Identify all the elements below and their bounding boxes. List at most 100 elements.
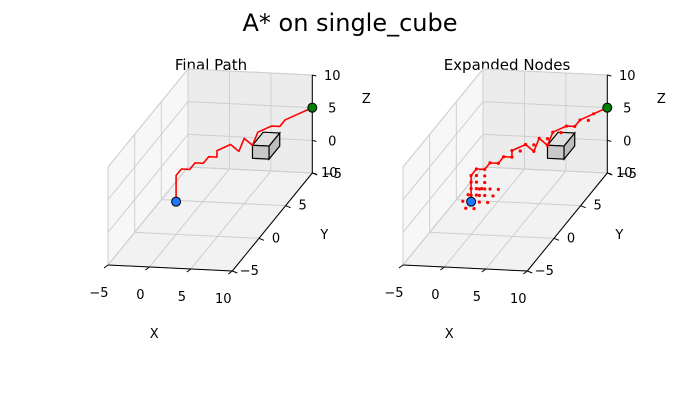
x-tick-label: 5 (178, 290, 186, 305)
expanded-node (491, 194, 495, 198)
y-tick (232, 270, 238, 274)
y-tick (258, 237, 265, 241)
grid-line (482, 68, 608, 76)
z-tick-label: 5 (623, 102, 631, 117)
z-tick-label: 5 (328, 102, 336, 117)
y-axis-label: Y (319, 228, 328, 243)
y-tick-label: −5 (535, 264, 554, 279)
expanded-node (518, 149, 522, 153)
z-axis-label: Z (657, 92, 666, 107)
y-axis-line (231, 172, 313, 272)
expanded-node (486, 200, 490, 205)
x-axis-line (107, 264, 233, 272)
expanded-node (477, 200, 481, 204)
grid-line (190, 170, 272, 270)
y-tick (580, 205, 586, 209)
x-tick (398, 264, 404, 269)
z-tick (312, 139, 317, 142)
expanded-node (474, 193, 479, 197)
y-axis-label: Y (614, 228, 623, 243)
x-tick (481, 268, 487, 273)
z-tick-label: 10 (619, 69, 636, 84)
expanded-node (461, 199, 465, 203)
grid-line (149, 168, 230, 268)
expanded-node (545, 137, 550, 141)
expanded-node (472, 207, 476, 211)
y-axis-line (526, 172, 608, 272)
y-tick-label: 0 (567, 231, 575, 246)
figure-title: A* on single_cube (242, 9, 457, 37)
grid-line (429, 231, 554, 239)
x-tick-label: −5 (89, 286, 108, 301)
back-pane (187, 68, 313, 174)
grid-line (402, 134, 484, 233)
x-axis-line (402, 264, 528, 272)
z-tick (607, 74, 612, 77)
grid-line (444, 168, 525, 268)
expanded-node (488, 187, 492, 191)
expanded-node (496, 187, 500, 191)
expanded-node (477, 187, 481, 191)
path-line (175, 106, 313, 202)
grid-line (107, 134, 189, 233)
grid-line (482, 166, 608, 174)
x-tick (440, 266, 445, 271)
grid-line (402, 68, 484, 168)
obstacle-cube-face (546, 144, 565, 160)
x-tick (522, 270, 528, 275)
grid-line (482, 101, 608, 109)
y-tick-label: 10 (616, 166, 633, 181)
y-tick-label: 5 (593, 199, 601, 214)
grid-line (485, 170, 567, 270)
x-tick (228, 270, 233, 275)
y-tick-label: 0 (272, 231, 280, 246)
grid-line (187, 133, 313, 141)
start-marker (466, 196, 477, 207)
y-tick-label: 5 (298, 199, 306, 214)
y-tick (527, 270, 533, 274)
z-tick-label: −5 (618, 167, 637, 182)
x-axis-label: X (445, 327, 454, 342)
path-line (470, 106, 608, 202)
z-tick (312, 74, 317, 77)
x-tick-label: 0 (431, 288, 439, 303)
expanded-node (466, 193, 470, 197)
subplot-title: Expanded Nodes (444, 56, 571, 74)
expanded-node (483, 180, 487, 185)
z-axis-label: Z (362, 92, 371, 107)
x-tick (145, 266, 150, 271)
grid-line (107, 166, 189, 266)
x-tick-label: −5 (384, 286, 403, 301)
y-tick-label: 10 (321, 166, 338, 181)
expanded-node (483, 193, 487, 198)
grid-line (107, 101, 189, 200)
z-tick-label: −5 (323, 167, 342, 182)
z-tick (607, 139, 612, 142)
expanded-node (477, 193, 481, 198)
x-tick-label: 0 (136, 288, 144, 303)
obstacle-cube-face (268, 131, 281, 161)
grid-line (187, 101, 313, 109)
y-tick (312, 172, 318, 176)
x-axis-label: X (150, 327, 159, 342)
x-tick-label: 10 (510, 292, 527, 307)
grid-line (456, 199, 581, 207)
obstacle-cube-face (563, 131, 576, 161)
grid-line (134, 231, 259, 239)
x-tick-label: 5 (473, 290, 481, 305)
goal-marker (307, 102, 318, 113)
y-tick (607, 172, 613, 176)
expanded-node (483, 187, 487, 191)
obstacle-cube-face (251, 144, 270, 160)
x-tick (186, 268, 192, 273)
start-marker (171, 196, 182, 207)
x-tick (103, 264, 109, 269)
subplot-expanded-nodes: Expanded Nodes −5 −5 −5 0 0 0 5 5 5 10 10 10 X Y Z (384, 56, 665, 342)
grid-line (187, 68, 313, 76)
expanded-node (474, 180, 479, 184)
grid-line (107, 68, 189, 168)
expanded-node (480, 187, 484, 191)
z-tick-label: 10 (324, 69, 341, 84)
